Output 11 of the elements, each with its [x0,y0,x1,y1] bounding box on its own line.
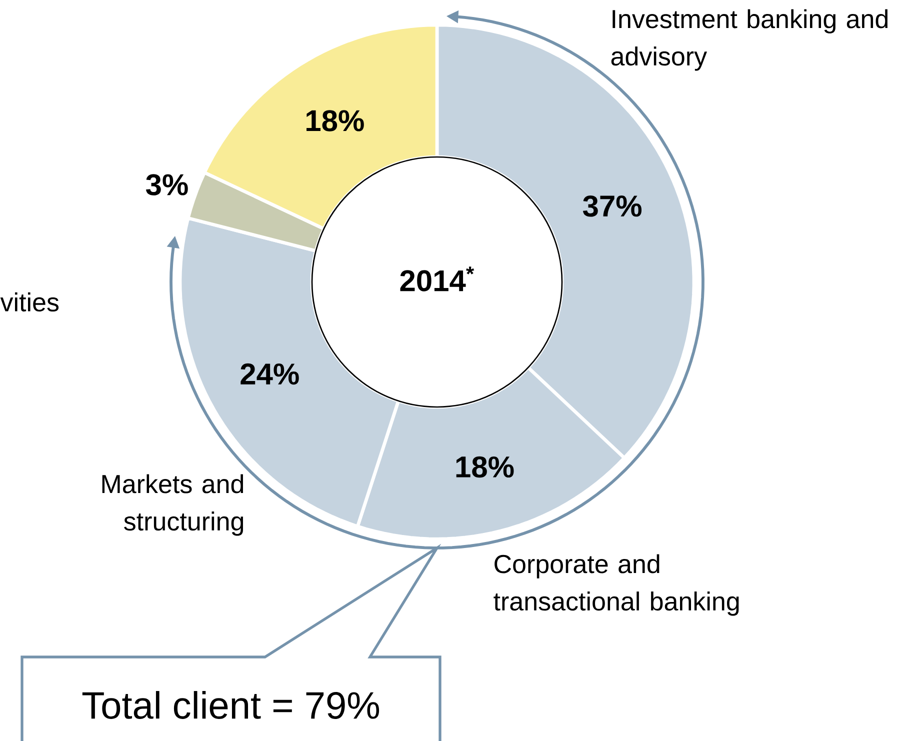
slice-label: Investment banking and advisory [611,9,888,71]
slice-label: Corporate and transactional banking [494,554,739,616]
text: vities [0,292,59,312]
slice-label: Markets and structuring [102,474,244,536]
text: 2014$^{*}$ [400,266,474,292]
text: Total client = 79% [82,691,380,719]
data-label: 37% [582,195,642,217]
data-label: 24% [240,363,299,385]
data-label: 18% [456,456,514,478]
data-label: 3% [146,174,188,196]
data-label: 18% [306,110,364,132]
